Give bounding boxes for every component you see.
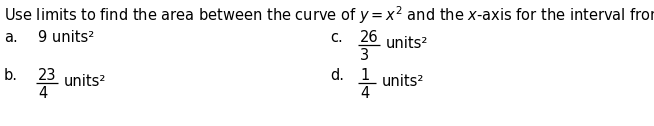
Text: 9 units²: 9 units²: [38, 30, 94, 45]
Text: 26: 26: [360, 30, 379, 45]
Text: 23: 23: [38, 68, 56, 83]
Text: 1: 1: [360, 68, 370, 83]
Text: 4: 4: [360, 86, 370, 101]
Text: 4: 4: [38, 86, 47, 101]
Text: a.: a.: [4, 30, 18, 45]
Text: 3: 3: [360, 48, 369, 63]
Text: units²: units²: [64, 74, 107, 89]
Text: units²: units²: [386, 37, 428, 52]
Text: c.: c.: [330, 30, 343, 45]
Text: units²: units²: [382, 74, 424, 89]
Text: b.: b.: [4, 68, 18, 83]
Text: d.: d.: [330, 68, 344, 83]
Text: Use limits to find the area between the curve of $y = x^2$ and the $x$-axis for : Use limits to find the area between the …: [4, 4, 654, 26]
